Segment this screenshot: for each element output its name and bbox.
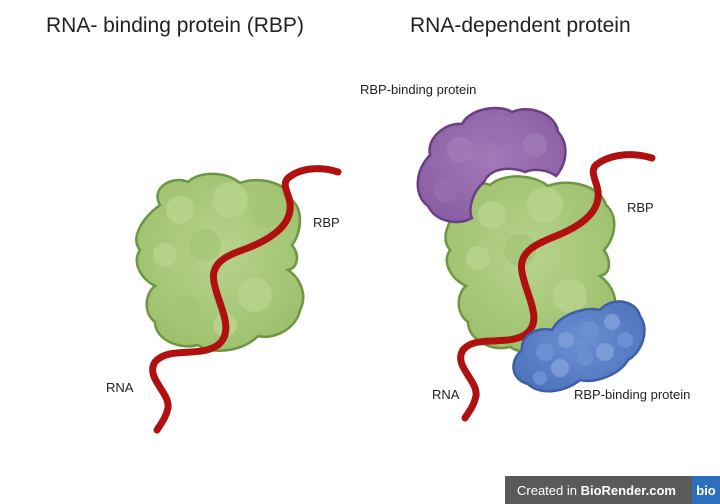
badge-prefix: Created in [517,482,581,498]
title-rna-dependent-protein: RNA-dependent protein [410,14,631,37]
badge-text: Created in BioRender.com [505,483,692,498]
label-rbp-binding-protein-top: RBP-binding protein [360,82,477,97]
biorender-badge[interactable]: Created in BioRender.com bio [505,476,720,504]
rbp-right-protein [444,175,617,354]
label-rna-right: RNA [432,387,460,402]
label-rbp-right: RBP [627,200,654,215]
label-rbp-left: RBP [313,215,340,230]
rbp-binding-protein-purple [416,106,567,224]
rna-right-strand [457,151,656,422]
rbp-binding-protein-blue [512,300,646,393]
label-rna-left: RNA [106,380,134,395]
biorender-logo-icon: bio [692,476,720,504]
rna-left-strand [149,165,342,434]
badge-brand: BioRender.com [580,482,676,498]
label-rbp-binding-protein-bottom: RBP-binding protein [574,387,691,402]
title-rna-binding-protein: RNA- binding protein (RBP) [46,14,304,37]
